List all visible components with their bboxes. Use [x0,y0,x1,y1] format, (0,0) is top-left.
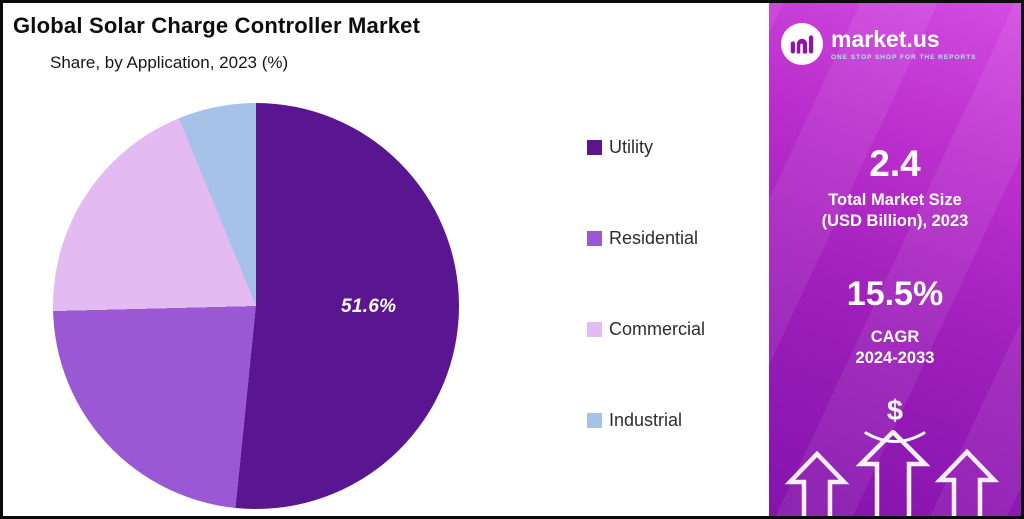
legend-item-industrial: Industrial [587,410,705,431]
chart-area: Global Solar Charge Controller Market Sh… [3,3,764,516]
cagr-label: CAGR 2024-2033 [769,327,1021,370]
legend-item-commercial: Commercial [587,319,705,340]
legend-swatch-industrial [587,413,602,428]
dollar-icon: $ [886,395,904,427]
legend-swatch-utility [587,140,602,155]
legend-item-residential: Residential [587,228,705,249]
promo-panel: market.us ONE STOP SHOP FOR THE REPORTS … [769,3,1021,516]
brand-row: market.us ONE STOP SHOP FOR THE REPORTS [781,23,977,65]
chart-title: Global Solar Charge Controller Market [13,13,421,38]
market-size-label: Total Market Size (USD Billion), 2023 [769,190,1021,233]
cagr-value: 15.5% [846,275,944,313]
brand-text: market.us ONE STOP SHOP FOR THE REPORTS [831,27,977,61]
legend-label-industrial: Industrial [609,410,683,430]
brand-tagline: ONE STOP SHOP FOR THE REPORTS [831,54,977,62]
legend-label-utility: Utility [609,137,653,157]
marketus-logo-icon [781,23,823,65]
market-size-label-line1: Total Market Size [828,191,962,209]
legend-item-utility: Utility [587,137,705,158]
growth-arrows-icon [784,430,1000,516]
market-size-value: 2.4 [869,143,921,184]
pie-chart [53,103,459,509]
chart-subtitle: Share, by Application, 2023 (%) [50,53,289,72]
pie-slice-label-utility: 51.6% [341,296,397,317]
brand-name: market.us [831,25,940,52]
hand-curve-icon [864,431,926,443]
market-size-label-line2: (USD Billion), 2023 [821,212,969,231]
legend: Utility Residential Commercial Industria… [587,137,705,431]
legend-swatch-residential [587,231,602,246]
legend-label-residential: Residential [609,228,699,248]
dollar-hand-icon: $ [769,395,1021,448]
legend-label-commercial: Commercial [609,319,706,339]
cagr-label-line2: 2024-2033 [855,349,935,368]
cagr-label-line1: CAGR [870,328,920,346]
legend-swatch-commercial [587,322,602,337]
